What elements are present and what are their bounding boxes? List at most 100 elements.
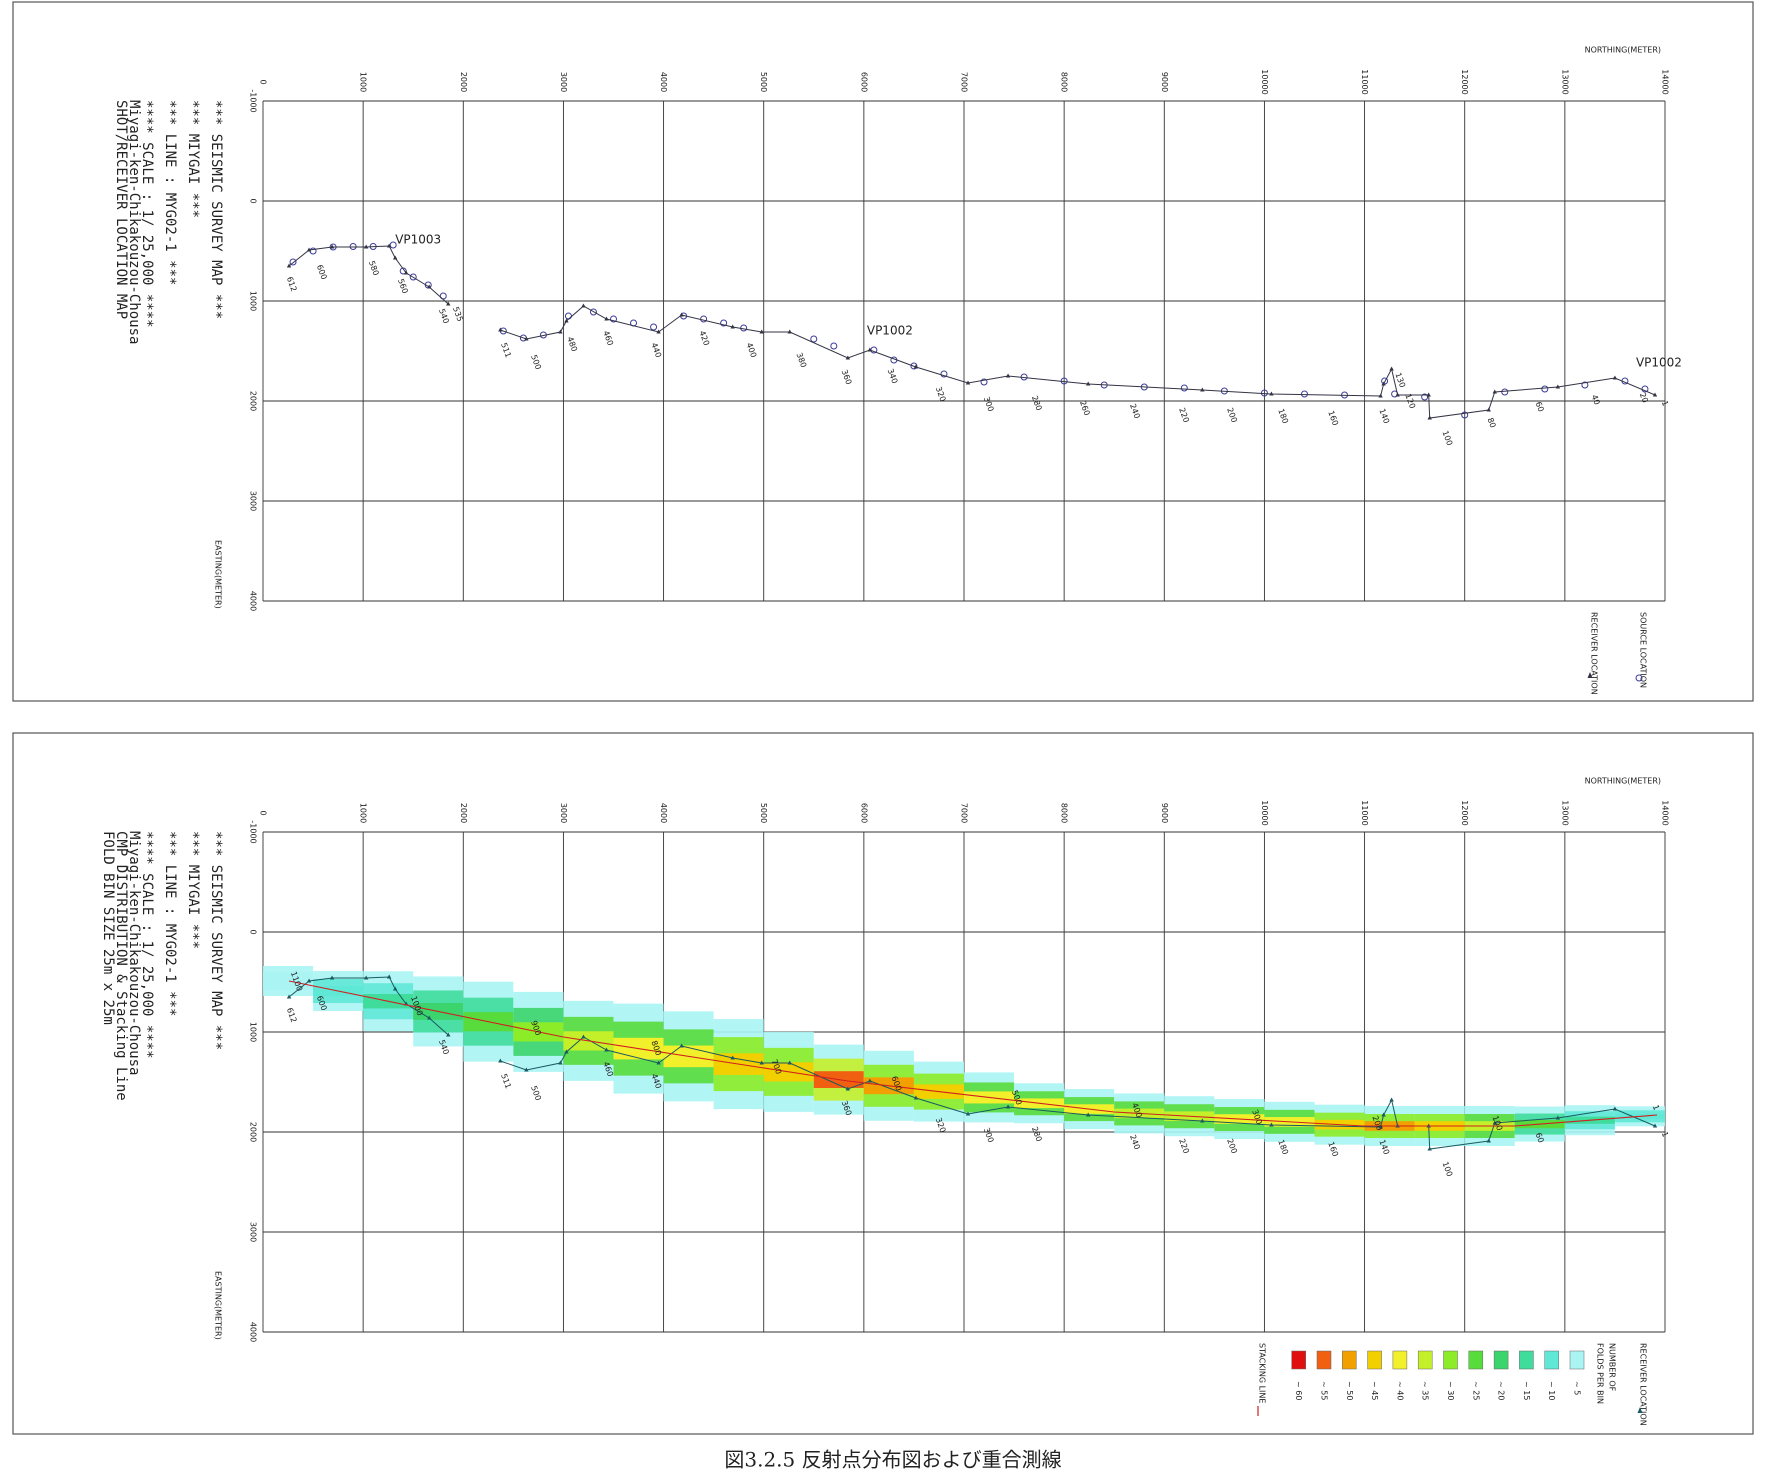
y-tick-label: -1000 xyxy=(249,89,258,112)
station-label: 500 xyxy=(529,1084,543,1101)
x-tick-label: 8000 xyxy=(1060,72,1069,92)
legend-label: RECEIVER LOCATION xyxy=(1590,612,1599,695)
station-label: 560 xyxy=(396,277,410,294)
legend-scale-label: ~ 25 xyxy=(1471,1381,1480,1400)
receiver-point xyxy=(730,324,735,329)
receiver-point xyxy=(1555,1115,1561,1120)
receiver-point xyxy=(404,270,409,275)
x-tick-label: 0 xyxy=(259,810,268,815)
x-tick-label: 9000 xyxy=(1160,72,1169,92)
source-point xyxy=(910,362,918,370)
y-tick-label: -1000 xyxy=(249,820,258,843)
legend-scale-label: ~ 35 xyxy=(1421,1381,1430,1400)
receiver-point xyxy=(1486,1138,1491,1143)
station-label: 100 xyxy=(1440,429,1454,446)
legend-scale-label: ~ 40 xyxy=(1395,1381,1404,1400)
x-tick-label: 3000 xyxy=(559,72,568,92)
legend-scale-label: ~ 5 xyxy=(1573,1381,1582,1395)
receiver-point xyxy=(446,301,451,306)
receiver-point xyxy=(1378,393,1383,398)
source-point xyxy=(289,258,297,266)
station-label: 40 xyxy=(1590,393,1602,406)
receiver-point xyxy=(329,975,335,980)
y-tick-label: 4000 xyxy=(249,1322,258,1342)
station-label: 160 xyxy=(1326,409,1340,426)
station-label: 200 xyxy=(1225,1137,1239,1154)
legend-swatch xyxy=(1417,1350,1433,1370)
source-point xyxy=(1581,381,1589,389)
station-label: 280 xyxy=(1030,394,1044,411)
receiver-point xyxy=(392,255,398,260)
station-label: 240 xyxy=(1128,402,1142,419)
station-label: 360 xyxy=(840,368,854,385)
source-point xyxy=(589,308,597,316)
x-tick-label: 1000 xyxy=(359,803,368,823)
receiver-point xyxy=(1427,1146,1432,1151)
header-line: *** MIYGAI *** xyxy=(185,100,201,218)
receiver-point xyxy=(1389,366,1394,371)
receiver-point xyxy=(679,312,684,317)
receiver-point xyxy=(1200,387,1205,392)
receiver-point xyxy=(1395,392,1400,397)
station-label: 60 xyxy=(1534,400,1546,413)
receiver-point xyxy=(759,1060,764,1065)
receiver-point xyxy=(1652,392,1658,397)
x-tick-label: 12000 xyxy=(1460,800,1469,825)
legend-scale-label: ~ 10 xyxy=(1547,1381,1556,1400)
y-tick-label: 2000 xyxy=(249,391,258,411)
receiver-point xyxy=(581,1034,586,1039)
station-label: 340 xyxy=(886,367,900,384)
y-axis-label: EASTING(METER) xyxy=(214,540,223,609)
header-line: FOLD BIN SIZE 25m x 25m xyxy=(100,831,116,1025)
station-label: 260 xyxy=(1078,399,1092,416)
receiver-point xyxy=(286,263,292,268)
station-label: 320 xyxy=(934,385,948,402)
vp-annotation: VP1003 xyxy=(395,233,441,247)
source-point xyxy=(740,324,748,332)
source-point xyxy=(650,323,658,331)
header-line: *** LINE : MYG02-1 *** xyxy=(162,100,178,285)
station-label: 1 xyxy=(1660,399,1670,407)
source-point xyxy=(810,335,818,343)
header-line: **** SCALE : 1/ 25,000 **** xyxy=(139,831,155,1059)
station-label: 612 xyxy=(285,275,299,292)
y-tick-label: 1000 xyxy=(249,1022,258,1042)
x-tick-label: 10000 xyxy=(1260,800,1269,825)
receiver-point xyxy=(1427,415,1432,420)
receiver-point xyxy=(524,1067,529,1072)
x-tick-label: 8000 xyxy=(1060,803,1069,823)
source-point xyxy=(610,315,617,323)
header-line: CMP DISTRIBUTION & Stacking Line xyxy=(113,831,129,1101)
y-tick-label: 2000 xyxy=(249,1122,258,1142)
station-label: 20 xyxy=(1638,391,1650,404)
source-point xyxy=(720,319,728,327)
receiver-point xyxy=(1269,1122,1274,1127)
source-point xyxy=(980,378,988,386)
legend-scale-label: ~ 50 xyxy=(1345,1381,1354,1400)
station-label: 100 xyxy=(1440,1160,1454,1177)
header-line: Miyagi-ken-Chikakouzou-Chousa xyxy=(126,831,142,1075)
receiver-line xyxy=(288,245,1656,419)
station-label: 480 xyxy=(565,335,579,352)
caption: 図3.2.5 反射点分布図および重合測線 xyxy=(724,1448,1061,1472)
receiver-point xyxy=(1426,392,1431,397)
legend-swatch xyxy=(1443,1350,1458,1370)
x-tick-label: 12000 xyxy=(1460,69,1469,94)
receiver-point xyxy=(965,380,971,385)
station-label: 200 xyxy=(1225,406,1239,423)
receiver-point xyxy=(564,1049,569,1054)
receiver-point xyxy=(845,1086,851,1091)
legend-swatch xyxy=(1316,1350,1332,1370)
y-tick-label: 0 xyxy=(249,198,258,203)
x-tick-label: 0 xyxy=(259,79,268,84)
x-tick-label: 6000 xyxy=(859,803,868,823)
station-label: 540 xyxy=(437,307,451,324)
receiver-point xyxy=(759,329,764,334)
x-tick-label: 11000 xyxy=(1360,69,1369,94)
receiver-point xyxy=(845,355,851,360)
receiver-point xyxy=(604,1047,609,1052)
x-tick-label: 13000 xyxy=(1560,800,1569,825)
station-label: 511 xyxy=(499,341,513,358)
receiver-point xyxy=(730,1055,735,1060)
